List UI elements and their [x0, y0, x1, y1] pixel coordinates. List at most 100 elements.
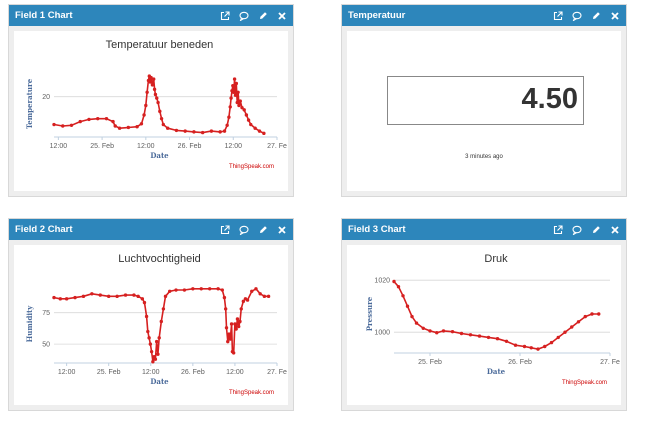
data-point — [168, 289, 172, 293]
data-point — [136, 294, 140, 299]
data-point — [253, 126, 257, 130]
data-point — [159, 116, 164, 121]
data-point — [234, 81, 239, 86]
pencil-icon[interactable] — [591, 11, 601, 21]
data-point — [147, 336, 151, 340]
data-point — [257, 129, 262, 133]
data-point — [254, 287, 258, 291]
data-point — [262, 294, 267, 299]
panel-title: Field 2 Chart — [15, 224, 73, 235]
data-point — [239, 307, 243, 311]
data-point — [106, 294, 111, 299]
field-3-chart-panel: Field 3 Chart Druk 1000 1020 25. Feb 26. Feb… — [341, 218, 627, 411]
temperatuur-panel: Temperatuur 4.50 3 minutes ago — [341, 4, 627, 197]
pencil-icon[interactable] — [258, 225, 268, 235]
numeric-display-frame: 4.50 3 minutes ago — [347, 31, 621, 191]
data-point — [246, 118, 251, 122]
x-tick-label: 12:00 — [58, 369, 76, 376]
data-point — [104, 116, 109, 121]
chart-title: Temperatuur beneden — [106, 39, 214, 51]
external-link-icon[interactable] — [553, 10, 563, 21]
data-point — [235, 100, 239, 105]
data-point — [241, 299, 246, 304]
data-point — [563, 330, 567, 334]
data-point — [441, 329, 446, 333]
panel-actions — [553, 219, 620, 240]
panel-actions — [553, 5, 620, 26]
data-point — [396, 285, 401, 289]
data-point — [152, 355, 156, 359]
close-icon[interactable] — [277, 11, 287, 21]
pencil-icon[interactable] — [591, 225, 601, 235]
data-point — [135, 125, 139, 129]
external-link-icon[interactable] — [553, 224, 563, 235]
chart-frame: Druk 1000 1020 25. Feb 26. Feb 27. Fe Date Pres… — [347, 245, 621, 405]
data-point — [231, 351, 236, 355]
series-line — [53, 287, 269, 363]
y-axis-label: Pressure — [365, 296, 374, 331]
data-point — [151, 360, 155, 364]
data-point — [235, 317, 240, 321]
data-point — [570, 325, 574, 329]
data-point — [220, 288, 225, 292]
panel-title: Field 3 Chart — [348, 224, 406, 235]
panel-header: Temperatuur — [342, 5, 626, 26]
comment-icon[interactable] — [239, 11, 249, 21]
close-icon[interactable] — [610, 11, 620, 21]
comment-icon[interactable] — [572, 11, 582, 21]
data-point — [113, 124, 117, 128]
data-point — [414, 321, 419, 325]
chart-title: Druk — [484, 253, 508, 265]
data-point — [192, 130, 196, 134]
numeric-display-box: 4.50 — [387, 76, 584, 125]
chart-credit: ThingSpeak.com — [562, 380, 607, 386]
data-point — [207, 287, 212, 291]
data-point — [149, 349, 154, 354]
external-link-icon[interactable] — [220, 224, 230, 235]
data-point — [536, 347, 540, 351]
data-point — [468, 333, 473, 337]
data-point — [157, 336, 161, 340]
x-tick-label: 26. Feb — [508, 359, 532, 366]
data-point — [459, 331, 464, 336]
data-point — [233, 93, 238, 97]
data-point — [87, 117, 91, 122]
external-link-icon[interactable] — [220, 10, 230, 21]
data-point — [428, 329, 432, 333]
x-axis-label: Date — [150, 151, 169, 160]
data-point — [262, 131, 266, 136]
x-tick-label: 12:00 — [226, 369, 244, 376]
data-point — [90, 292, 94, 296]
data-point — [200, 130, 205, 135]
y-axis-label: Humidity — [25, 305, 34, 343]
data-point — [237, 324, 241, 329]
comment-icon[interactable] — [572, 225, 582, 235]
data-point — [61, 124, 65, 128]
data-point — [218, 130, 222, 134]
data-point — [151, 77, 156, 81]
data-point — [156, 100, 160, 105]
data-point — [156, 352, 160, 356]
pressure-chart: Druk 1000 1020 25. Feb 26. Feb 27. Fe Date Pres… — [365, 253, 620, 386]
numeric-value: 4.50 — [521, 83, 578, 115]
data-point — [228, 105, 232, 109]
data-point — [165, 126, 170, 130]
data-point — [163, 294, 168, 299]
data-point — [244, 113, 249, 117]
pencil-icon[interactable] — [258, 11, 268, 21]
data-point — [222, 129, 227, 133]
data-point — [226, 339, 230, 344]
data-point — [590, 312, 594, 316]
data-point — [146, 329, 150, 334]
data-point — [231, 83, 235, 88]
data-point — [233, 322, 237, 326]
data-point — [174, 128, 179, 133]
data-point — [234, 327, 238, 331]
comment-icon[interactable] — [239, 225, 249, 235]
data-point — [111, 119, 115, 124]
close-icon[interactable] — [610, 225, 620, 235]
panel-title: Temperatuur — [348, 10, 406, 21]
close-icon[interactable] — [277, 225, 287, 235]
panel-header: Field 2 Chart — [9, 219, 293, 240]
data-point — [249, 122, 253, 127]
